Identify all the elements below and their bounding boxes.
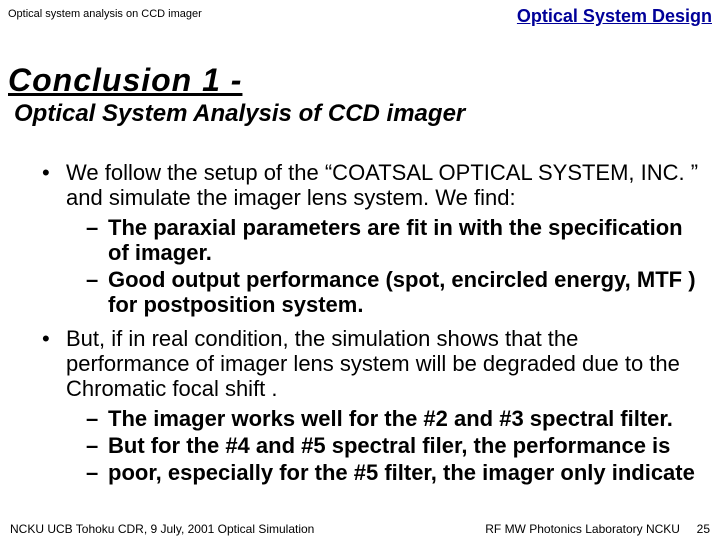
bullet-2-sub-2a: But for the #4 and #5 spectral filer, th… — [86, 433, 700, 458]
header-right-title: Optical System Design — [517, 6, 712, 27]
footer-lab: RF MW Photonics Laboratory NCKU — [485, 522, 680, 536]
bullet-2-sub-2b: poor, especially for the #5 filter, the … — [86, 460, 700, 485]
header-left-text: Optical system analysis on CCD imager — [8, 8, 202, 20]
bullet-2-sub-1: The imager works well for the #2 and #3 … — [86, 406, 700, 431]
bullet-1-sub-1: The paraxial parameters are fit in with … — [86, 215, 700, 266]
footer-page-number: 25 — [697, 522, 710, 536]
bullet-1-sub-2: Good output performance (spot, encircled… — [86, 267, 700, 318]
slide-subtitle: Optical System Analysis of CCD imager — [14, 100, 465, 128]
footer-right: RF MW Photonics Laboratory NCKU 25 — [485, 522, 710, 536]
footer-left: NCKU UCB Tohoku CDR, 9 July, 2001 Optica… — [10, 522, 314, 536]
slide-title: Conclusion 1 - — [8, 62, 242, 99]
content-area: We follow the setup of the “COATSAL OPTI… — [38, 160, 700, 488]
footer: NCKU UCB Tohoku CDR, 9 July, 2001 Optica… — [0, 522, 720, 536]
bullet-2: But, if in real condition, the simulatio… — [38, 326, 700, 402]
bullet-1: We follow the setup of the “COATSAL OPTI… — [38, 160, 700, 211]
